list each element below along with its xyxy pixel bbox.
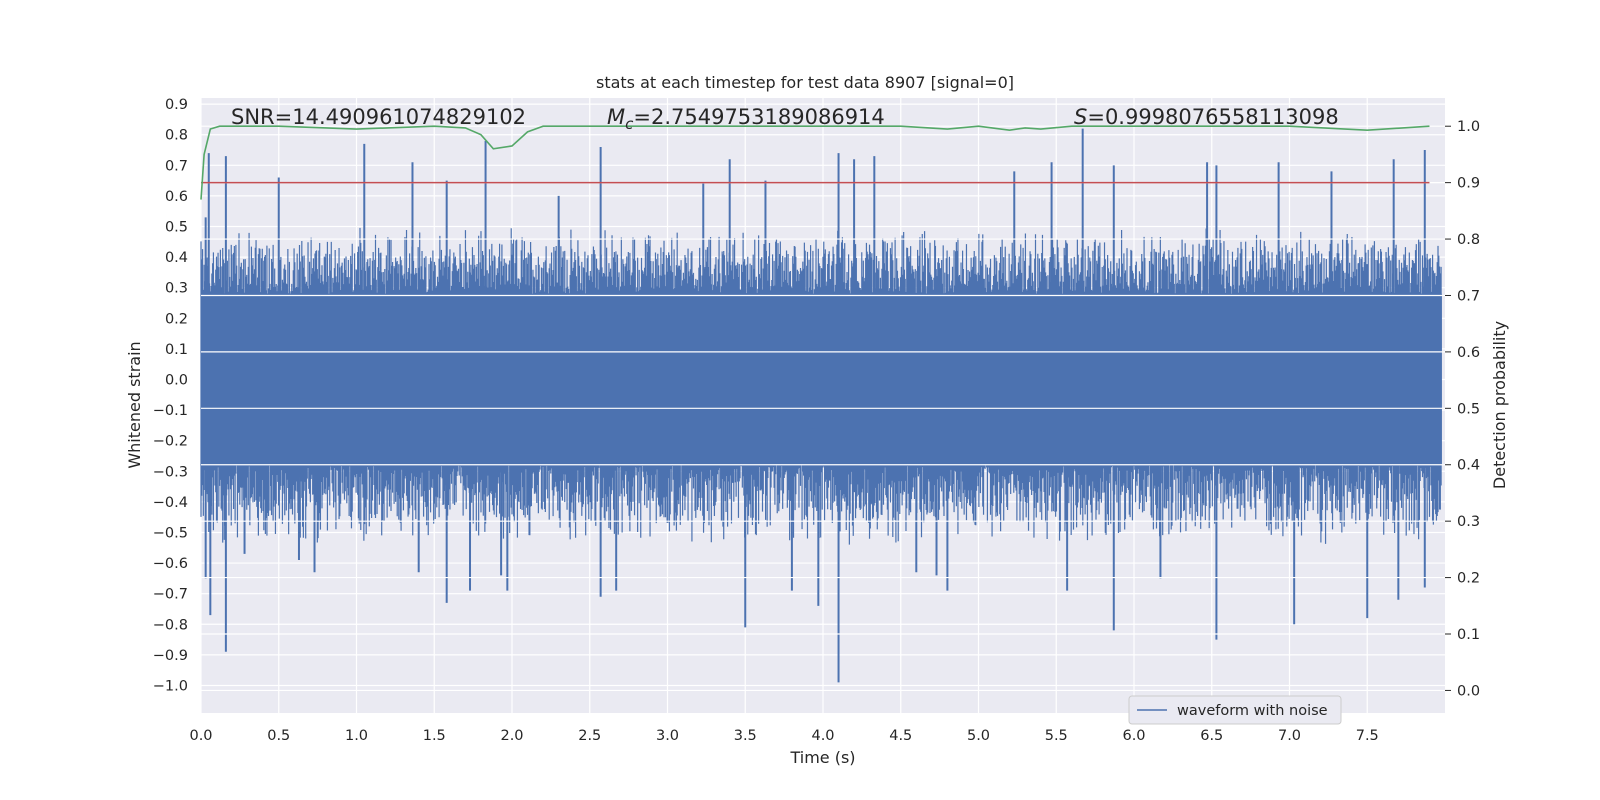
x-tick-label: 1.0 bbox=[345, 728, 368, 744]
left-tick-label: −0.9 bbox=[153, 648, 188, 664]
left-tick-label: −0.6 bbox=[153, 556, 188, 572]
right-tick-label: 0.6 bbox=[1457, 345, 1480, 361]
right-axis-label: Detection probability bbox=[1490, 321, 1509, 489]
probability-series bbox=[200, 125, 1430, 200]
s-symbol: S bbox=[1074, 105, 1087, 129]
left-tick-label: 0.4 bbox=[165, 250, 188, 266]
right-tick-label: 0.3 bbox=[1457, 514, 1480, 530]
left-tick-label: −1.0 bbox=[153, 678, 188, 694]
x-tick-label: 1.5 bbox=[423, 728, 446, 744]
x-tick-label: 7.5 bbox=[1356, 728, 1379, 744]
right-tick-label: 0.2 bbox=[1457, 571, 1480, 587]
waveform-core-band bbox=[201, 293, 1442, 466]
x-tick-label: 3.5 bbox=[734, 728, 757, 744]
waveform-series bbox=[200, 128, 1442, 683]
x-tick-label: 5.5 bbox=[1045, 728, 1068, 744]
x-tick-label: 7.0 bbox=[1278, 728, 1301, 744]
x-tick-label: 6.5 bbox=[1200, 728, 1223, 744]
right-tick-label: 0.0 bbox=[1457, 683, 1480, 699]
right-tick-label: 1.0 bbox=[1457, 119, 1480, 135]
x-axis-label: Time (s) bbox=[789, 748, 855, 767]
x-tick-label: 4.5 bbox=[889, 728, 912, 744]
chart-title: stats at each timestep for test data 890… bbox=[596, 73, 1014, 92]
s-value: =0.9998076558113098 bbox=[1087, 105, 1338, 129]
left-tick-label: 0.0 bbox=[165, 372, 188, 388]
snr-stat: SNR=14.490961074829102 bbox=[231, 105, 526, 129]
right-tick-label: 0.7 bbox=[1457, 288, 1480, 304]
left-tick-label: −0.7 bbox=[153, 587, 188, 603]
s-stat: S=0.9998076558113098 bbox=[1074, 105, 1339, 129]
left-tick-label: 0.9 bbox=[165, 97, 188, 113]
right-tick-label: 0.9 bbox=[1457, 176, 1480, 192]
right-tick-label: 0.4 bbox=[1457, 458, 1480, 474]
chirp-mass-stat: Mc=2.7549753189086914 bbox=[607, 105, 885, 133]
legend: waveform with noise bbox=[1128, 695, 1342, 725]
left-tick-label: −0.4 bbox=[153, 495, 188, 511]
left-tick-label: 0.5 bbox=[165, 220, 188, 236]
detection-probability-line bbox=[200, 125, 1430, 200]
left-tick-label: −0.2 bbox=[153, 434, 188, 450]
x-tick-label: 3.0 bbox=[656, 728, 679, 744]
x-tick-label: 0.5 bbox=[267, 728, 290, 744]
left-axis-label: Whitened strain bbox=[125, 341, 144, 468]
x-tick-label: 2.5 bbox=[578, 728, 601, 744]
legend-box bbox=[1128, 695, 1342, 725]
left-tick-label: 0.3 bbox=[165, 281, 188, 297]
left-tick-label: 0.8 bbox=[165, 128, 188, 144]
left-tick-label: −0.5 bbox=[153, 525, 188, 541]
chirp-mass-symbol: M bbox=[607, 105, 625, 129]
left-tick-label: −0.8 bbox=[153, 617, 188, 633]
left-axis-ticks: 0.9 0.8 0.7 0.6 0.5 0.4 0.3 0.2 0.1 0.0 −0.1 −0.2 −0… bbox=[153, 97, 188, 694]
chirp-mass-value: =2.7549753189086914 bbox=[633, 105, 884, 129]
x-axis-ticks: 0.0 0.5 1.0 1.5 2.0 2.5 3.0 3.5 4.0 4.5 5.0 5.5 6.0 6… bbox=[189, 728, 1378, 744]
left-tick-label: 0.7 bbox=[165, 158, 188, 174]
legend-label: waveform with noise bbox=[1177, 703, 1328, 719]
x-tick-label: 6.0 bbox=[1122, 728, 1145, 744]
x-tick-label: 0.0 bbox=[189, 728, 212, 744]
right-tick-label: 0.8 bbox=[1457, 232, 1480, 248]
x-tick-label: 4.0 bbox=[811, 728, 834, 744]
right-tick-label: 0.5 bbox=[1457, 401, 1480, 417]
left-tick-label: 0.2 bbox=[165, 311, 188, 327]
left-tick-label: −0.1 bbox=[153, 403, 188, 419]
left-tick-label: −0.3 bbox=[153, 464, 188, 480]
right-tick-label: 0.1 bbox=[1457, 627, 1480, 643]
left-tick-label: 0.6 bbox=[165, 189, 188, 205]
left-tick-label: 0.1 bbox=[165, 342, 188, 358]
right-axis-ticks: 1.0 0.9 0.8 0.7 0.6 0.5 0.4 0.3 0.2 0.1 0.0 bbox=[1445, 119, 1480, 699]
chirp-mass-subscript: c bbox=[625, 115, 634, 133]
x-tick-label: 5.0 bbox=[967, 728, 990, 744]
x-tick-label: 2.0 bbox=[500, 728, 523, 744]
